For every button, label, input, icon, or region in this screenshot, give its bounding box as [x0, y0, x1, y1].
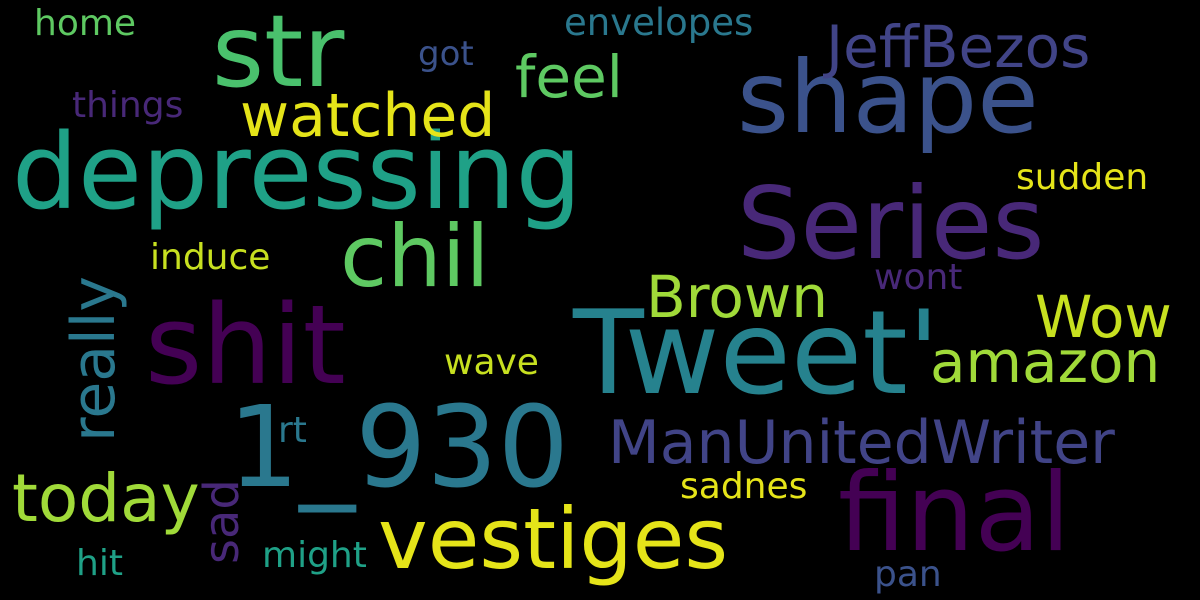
word-shit: shit — [145, 281, 346, 409]
word-today: today — [12, 460, 200, 537]
word-sadnes: sadnes — [680, 466, 808, 507]
word-watched: watched — [240, 81, 496, 151]
word-wow: Wow — [1035, 283, 1172, 351]
word-wave: wave — [444, 342, 539, 383]
word-feel: feel — [515, 43, 623, 111]
word-things: things — [72, 85, 184, 126]
word-chil: chil — [340, 207, 490, 307]
word-amazon: amazon — [930, 328, 1161, 396]
word-envelopes: envelopes — [564, 1, 754, 44]
word-might: might — [262, 535, 367, 576]
word-depressing: depressing — [12, 111, 582, 233]
word-series: Series — [737, 165, 1045, 282]
word-tweet: Tweet' — [573, 286, 940, 421]
word-manunitedwriter: ManUnitedWriter — [608, 408, 1115, 478]
word-sudden: sudden — [1016, 157, 1149, 198]
word-vestiges: vestiges — [378, 490, 729, 588]
word-hit: hit — [76, 543, 123, 584]
word-pan: pan — [874, 554, 942, 595]
word-shape: shape — [737, 39, 1039, 156]
word-home: home — [34, 3, 137, 44]
word-wont: wont — [874, 257, 963, 298]
word-rt: rt — [278, 410, 307, 451]
word-str: str — [212, 0, 345, 110]
word-really: really — [59, 276, 129, 442]
word-brown: Brown — [646, 263, 829, 331]
word-jeffbezos: JeffBezos — [826, 13, 1091, 81]
word-induce: induce — [150, 237, 271, 278]
word-1-930: 1_930 — [228, 383, 570, 513]
word-got: got — [418, 34, 474, 74]
word-sad: sad — [194, 479, 250, 564]
word-final: final — [838, 451, 1071, 576]
